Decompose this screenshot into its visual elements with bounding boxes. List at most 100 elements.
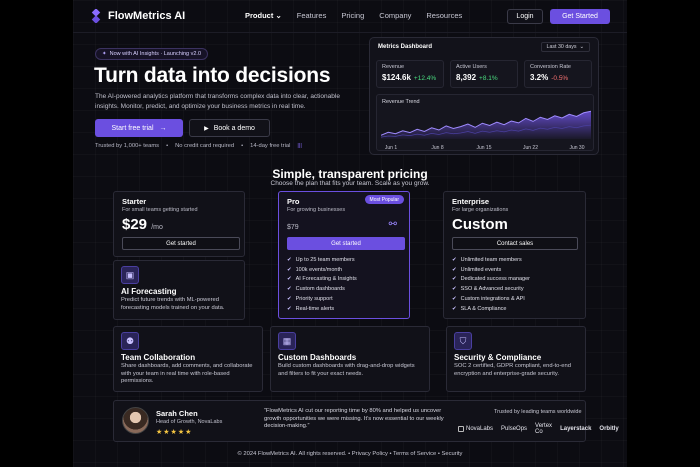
kpi-delta: +8.1% (479, 75, 498, 82)
announcement-pill[interactable]: ✦ Now with AI Insights · Launching v2.0 (95, 48, 209, 60)
book-demo-label: Book a demo (213, 124, 255, 132)
kpi-value: $124.6k +12.4% (382, 73, 437, 82)
feature-card-security: ⛉ Security & Compliance SOC 2 certified,… (446, 326, 586, 392)
check-icon: ✔ (452, 266, 457, 273)
feature-title: Custom Dashboards (278, 353, 357, 362)
kpi-value: 8,392 +8.1% (456, 73, 498, 82)
check-icon: ✔ (287, 296, 292, 303)
x-tick-label: Jun 1 (385, 145, 397, 151)
terms-link[interactable]: Terms of Service (393, 451, 437, 457)
x-tick-label: Jun 22 (523, 145, 538, 151)
check-icon: ✔ (287, 286, 292, 293)
kpi-label: Conversion Rate (530, 64, 571, 70)
most-popular-badge: Most Popular (364, 195, 404, 204)
revenue-line (381, 110, 591, 136)
feature-text: Predict future trends with ML-powered fo… (121, 297, 225, 311)
list-item: ✔ Up to 25 team members (287, 256, 355, 263)
rating-stars: ★★★★★ (156, 429, 193, 436)
list-item: ✔ Custom integrations & API (452, 296, 525, 303)
date-range-select[interactable]: Last 30 days ⌄ (540, 42, 590, 52)
check-icon: ✔ (287, 305, 292, 312)
feature-text: Share dashboards, add comments, and coll… (121, 363, 253, 385)
feature-card-ai-forecasting: ▣ AI Forecasting Predict future trends w… (113, 260, 245, 320)
nav-link-company[interactable]: Company (379, 11, 412, 20)
plan-pro: Most Popular Pro For growing businesses … (278, 191, 410, 319)
testimonial-quote: “FlowMetrics AI cut our reporting time b… (264, 408, 444, 430)
book-demo-button[interactable]: ▶ Book a demo (189, 119, 270, 137)
check-icon: ✔ (452, 286, 457, 293)
plan-desc: For large organizations (452, 207, 509, 213)
trust-teams: Trusted by 1,000+ teams (95, 143, 160, 149)
contact-sales-button[interactable]: Contact sales (452, 237, 578, 250)
get-started-button[interactable]: Get Started (550, 9, 610, 24)
nav-link-product[interactable]: Product ⌄ (245, 11, 282, 20)
brand-name: FlowMetrics AI (108, 10, 186, 22)
novalabs-icon (458, 426, 464, 432)
bars-icon: ||| (297, 143, 302, 149)
nav-links: Product ⌄ Features Pricing Company Resou… (245, 11, 462, 20)
revenue-trend-chart: Revenue Trend Jun 1 Jun 8 Jun 15 Jun 22 Jun … (376, 94, 594, 151)
testimonial-role: Head of Growth, NovaLabs (156, 419, 223, 425)
check-icon: ✔ (287, 266, 292, 273)
logo-layerstack: Layerstack (560, 426, 592, 432)
nav-link-pricing[interactable]: Pricing (341, 11, 365, 20)
list-item: ✔ Dedicated success manager (452, 276, 531, 283)
check-icon: ✔ (452, 305, 457, 312)
hero-subtitle: The AI-powered analytics platform that t… (95, 93, 340, 110)
plan-name: Enterprise (452, 197, 490, 206)
list-item: ✔ Priority support (287, 296, 333, 303)
brand-logo[interactable]: FlowMetrics AI (89, 9, 185, 23)
plan-name: Pro (287, 197, 300, 206)
plan-price: Custom (452, 216, 508, 233)
plan-desc: For small teams getting started (122, 207, 198, 213)
grid-icon: ▦ (278, 332, 296, 350)
chevron-down-icon: ⌄ (275, 11, 282, 20)
logo-icon (91, 9, 101, 23)
nav-link-resources[interactable]: Resources (426, 11, 463, 20)
announcement-text: Now with AI Insights · Launching v2.0 (109, 51, 202, 57)
x-tick-label: Jun 15 (476, 145, 491, 151)
copyright: © 2024 FlowMetrics AI. All rights reserv… (237, 451, 347, 457)
footer: © 2024 FlowMetrics AI. All rights reserv… (237, 451, 463, 457)
metrics-dashboard-preview: Metrics Dashboard Last 30 days ⌄ Revenue… (369, 37, 599, 155)
pricing-title: Simple, transparent pricing (272, 167, 428, 181)
logo-pulseops: PulseOps (501, 426, 528, 432)
x-tick-label: Jun 30 (569, 145, 584, 151)
dashboard-title: Metrics Dashboard (378, 44, 433, 50)
landing-page: FlowMetrics AI Product ⌄ Features Pricin… (73, 0, 627, 467)
chip-icon: ▣ (121, 266, 139, 284)
separator-dot: • (241, 143, 244, 149)
list-item: ✔ Custom dashboards (287, 286, 345, 293)
starter-get-started-button[interactable]: Get started (122, 237, 240, 250)
start-trial-button[interactable]: Start free trial → (95, 119, 183, 137)
plan-name: Starter (122, 197, 147, 206)
list-item: ✔ Unlimited team members (452, 256, 522, 263)
kpi-label: Revenue (382, 64, 405, 70)
link-icon: ⚯ (388, 219, 397, 230)
pro-get-started-button[interactable]: Get started (287, 237, 405, 250)
login-button[interactable]: Login (507, 9, 543, 24)
logo-vertexco: Vertex Co (535, 423, 553, 435)
logo-novalabs: NovaLabs (458, 426, 493, 432)
plan-enterprise: Enterprise For large organizations Custo… (443, 191, 586, 319)
plan-desc: For growing businesses (287, 207, 346, 213)
check-icon: ✔ (452, 256, 457, 263)
feature-title: Security & Compliance (454, 353, 542, 362)
list-item: ✔ SLA & Compliance (452, 305, 507, 312)
sparkle-icon: ✦ (102, 51, 107, 57)
testimonial-name: Sarah Chen (156, 409, 198, 418)
feature-card-team-collaboration: ⚉ Team Collaboration Share dashboards, a… (113, 326, 263, 392)
feature-title: AI Forecasting (121, 287, 177, 296)
separator-dot: • (166, 143, 169, 149)
feature-card-custom-dashboards: ▦ Custom Dashboards Build custom dashboa… (270, 326, 430, 392)
play-icon: ▶ (204, 125, 209, 132)
nav-link-features[interactable]: Features (296, 11, 327, 20)
revenue-trend-plot: Jun 1 Jun 8 Jun 15 Jun 22 Jun 30 (381, 110, 591, 151)
kpi-delta: +12.4% (413, 75, 437, 82)
kpi-revenue: Revenue $124.6k +12.4% (376, 60, 444, 88)
list-item: ✔ AI Forecasting & Insights (287, 276, 357, 283)
security-link[interactable]: Security (441, 451, 463, 457)
feature-title: Team Collaboration (121, 353, 196, 362)
privacy-policy-link[interactable]: Privacy Policy (351, 451, 388, 457)
shield-icon: ⛉ (454, 332, 472, 350)
